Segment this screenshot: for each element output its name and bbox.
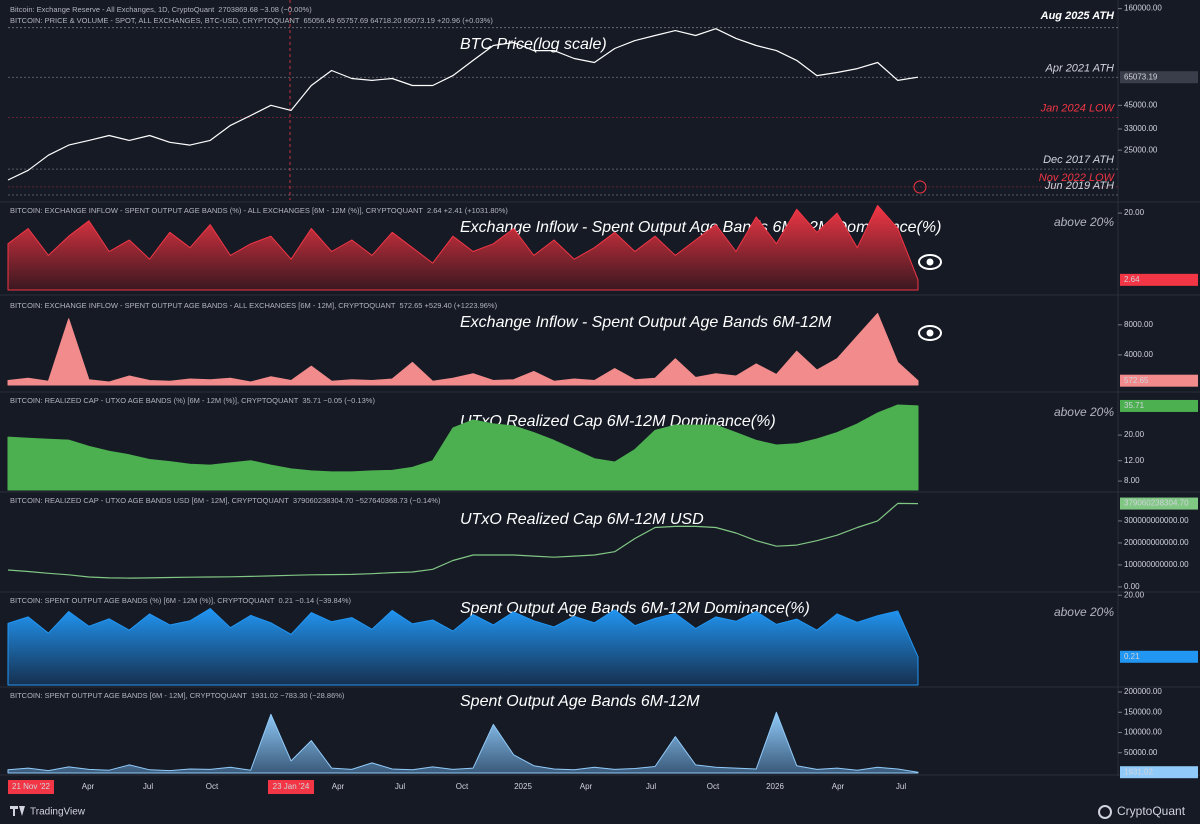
area	[7, 711, 919, 774]
alert-icon[interactable]	[913, 180, 927, 194]
last-value-label: 2.64	[1124, 275, 1140, 284]
y-tick-label: 300000000000.00	[1124, 516, 1189, 525]
area	[7, 608, 919, 686]
eye-icon[interactable]	[918, 254, 942, 270]
y-tick-label: 12.00	[1124, 456, 1145, 465]
level-label: Dec 2017 ATH	[1043, 154, 1114, 166]
last-value-box	[1120, 766, 1198, 779]
last-value-label: 35.71	[1124, 401, 1145, 410]
start-date: 21 Nov '22	[12, 782, 51, 791]
panel-title: Exchange Inflow - Spent Output Age Bands…	[460, 314, 832, 331]
y-tick-label: 160000.00	[1124, 4, 1162, 13]
last-value-label: 65073.19	[1124, 72, 1158, 81]
y-tick-label: 200000000000.00	[1124, 538, 1189, 547]
level-label: Aug 2025 ATH	[1040, 10, 1115, 22]
y-tick-label: 4000.00	[1124, 350, 1153, 359]
y-tick-label: 20.00	[1124, 208, 1145, 217]
cursor-date-box	[268, 780, 314, 794]
y-tick-label: 100000000000.00	[1124, 560, 1189, 569]
footer-left: TradingView	[30, 807, 86, 818]
panel-title: Spent Output Age Bands 6M-12M	[460, 693, 700, 710]
x-tick-label: 2026	[766, 782, 784, 791]
panel-header: BITCOIN: EXCHANGE INFLOW - SPENT OUTPUT …	[10, 301, 396, 310]
x-tick-label: Oct	[456, 782, 469, 791]
panel-header: BITCOIN: REALIZED CAP - UTXO AGE BANDS (…	[10, 396, 299, 405]
start-date-box	[8, 780, 54, 794]
area	[7, 204, 919, 291]
x-tick-label: Apr	[332, 782, 345, 791]
last-value-box	[1120, 374, 1198, 387]
level-label: Nov 2022 LOW	[1039, 172, 1116, 184]
area	[7, 404, 919, 491]
cryptoquant-logo	[1098, 805, 1112, 819]
panel-title: BTC Price(log scale)	[460, 36, 607, 53]
panel-header-values: 379060238304.70 −527640368.73 (−0.14%)	[293, 496, 441, 505]
y-tick-label: 100000.00	[1124, 728, 1162, 737]
panel-note: above 20%	[1054, 605, 1114, 619]
x-tick-label: Jul	[646, 782, 656, 791]
level-label: Apr 2021 ATH	[1045, 62, 1115, 74]
y-tick-label: 33000.00	[1124, 124, 1158, 133]
panel-note: above 20%	[1054, 405, 1114, 419]
panel-header: BITCOIN: SPENT OUTPUT AGE BANDS [6M - 12…	[10, 691, 247, 700]
panel-header-values: 2.64 +2.41 (+1031.80%)	[427, 206, 508, 215]
last-value-label: 0.21	[1124, 652, 1140, 661]
y-tick-label: 8.00	[1124, 476, 1140, 485]
y-tick-label: 20.00	[1124, 430, 1145, 439]
panel-header: BITCOIN: PRICE & VOLUME - SPOT, ALL EXCH…	[10, 16, 300, 25]
last-value-box	[1120, 71, 1198, 84]
eye-icon[interactable]	[918, 325, 942, 341]
last-value-box	[1120, 497, 1198, 510]
x-tick-label: Jul	[395, 782, 405, 791]
y-tick-label: 150000.00	[1124, 707, 1162, 716]
cursor-date: 23 Jan '24	[273, 782, 310, 791]
x-tick-label: Oct	[206, 782, 219, 791]
panel-header: Bitcoin: Exchange Reserve - All Exchange…	[10, 5, 215, 14]
y-tick-label: 200000.00	[1124, 687, 1162, 696]
x-tick-label: Jul	[896, 782, 906, 791]
x-tick-label: Apr	[832, 782, 845, 791]
panel-header-values: 35.71 −0.05 (−0.13%)	[302, 396, 375, 405]
panel-title: UTxO Realized Cap 6M-12M USD	[460, 511, 704, 528]
panel-header: BITCOIN: SPENT OUTPUT AGE BANDS (%) [6M …	[10, 596, 275, 605]
panel-note: above 20%	[1054, 215, 1114, 229]
x-tick-label: Oct	[707, 782, 720, 791]
panel-header-values: 1931.02 −783.30 (−28.86%)	[251, 691, 345, 700]
x-tick-label: Apr	[82, 782, 95, 791]
level-label: Jan 2024 LOW	[1040, 102, 1116, 114]
tradingview-logo	[10, 806, 25, 816]
panel-header: BITCOIN: EXCHANGE INFLOW - SPENT OUTPUT …	[10, 206, 423, 215]
last-value-label: 572.65	[1124, 376, 1149, 385]
panel-header: BITCOIN: REALIZED CAP - UTXO AGE BANDS U…	[10, 496, 289, 505]
area	[7, 313, 919, 386]
y-tick-label: 20.00	[1124, 590, 1145, 599]
line	[7, 502, 919, 579]
x-tick-label: Jul	[143, 782, 153, 791]
y-tick-label: 8000.00	[1124, 320, 1153, 329]
last-value-box	[1120, 650, 1198, 663]
y-tick-label: 25000.00	[1124, 145, 1158, 154]
last-value-label: 1931.02	[1124, 767, 1153, 776]
x-tick-label: 2025	[514, 782, 532, 791]
panel-header-values: 65056.49 65757.69 64718.20 65073.19 +20.…	[304, 16, 494, 25]
level-label: Jun 2019 ATH	[1044, 180, 1114, 192]
last-value-box	[1120, 399, 1198, 412]
panel-header-values: 572.65 +529.40 (+1223.96%)	[400, 301, 498, 310]
panel-title: Spent Output Age Bands 6M-12M Dominance(…	[460, 600, 810, 617]
y-tick-label: 45000.00	[1124, 100, 1158, 109]
x-tick-label: Apr	[580, 782, 593, 791]
y-tick-label: 50000.00	[1124, 748, 1158, 757]
panel-header-values: 2703869.68 −3.08 (−0.00%)	[218, 5, 312, 14]
last-value-label: 379060238304.70	[1124, 499, 1189, 508]
last-value-box	[1120, 273, 1198, 286]
footer-right: CryptoQuant	[1117, 804, 1186, 818]
panel-header-values: 0.21 −0.14 (−39.84%)	[279, 596, 352, 605]
line	[7, 28, 919, 181]
y-tick-label: 0.00	[1124, 582, 1140, 591]
